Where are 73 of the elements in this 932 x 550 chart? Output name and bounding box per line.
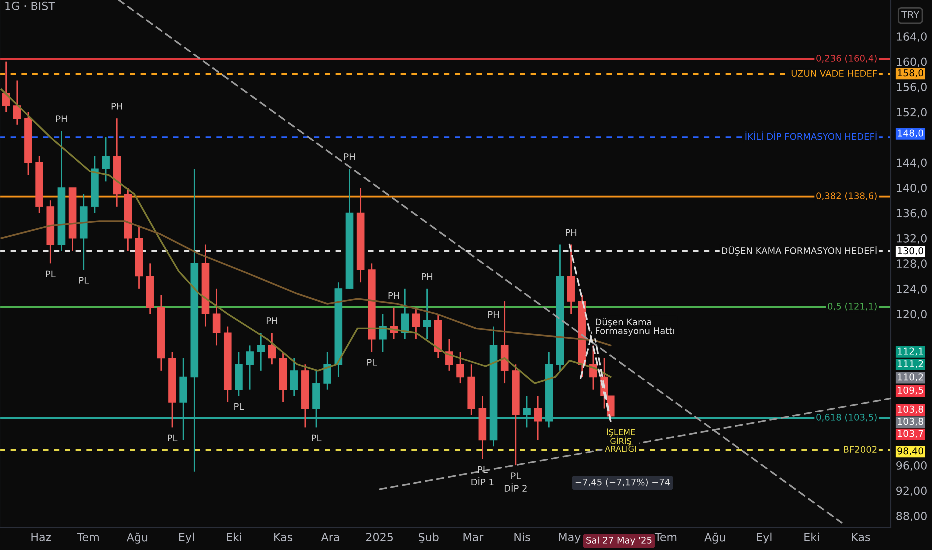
x-tick-label: Tem xyxy=(654,533,677,542)
x-tick-label: Ağu xyxy=(704,532,726,544)
x-tick-label: Ağu xyxy=(126,532,148,544)
text: 158,0 xyxy=(898,70,924,78)
x-tick-label: Haz xyxy=(32,533,52,542)
annotation: PL xyxy=(368,359,378,366)
ref-line-label: BF2002 xyxy=(844,446,877,454)
y-tick-label: 140,0 xyxy=(897,184,927,194)
y-tick-label: 92,00 xyxy=(896,486,927,496)
annotation: PL xyxy=(80,277,90,284)
text: 111,2 xyxy=(898,360,924,369)
annotation: PL xyxy=(168,434,178,442)
y-tick-label: 160,0 xyxy=(897,58,927,68)
annotation: DİP 2 xyxy=(504,484,527,492)
ref-line-label: UZUN VADE HEDEF xyxy=(792,70,878,78)
ref-line-label: DÜŞEN KAMA FORMASYON HEDEFİ xyxy=(722,246,877,256)
x-tick-label: Kas xyxy=(274,533,293,542)
text: TRY xyxy=(902,11,920,19)
y-tick-label: 88,00 xyxy=(896,512,927,522)
annotation: PH xyxy=(566,229,577,236)
x-tick-label: Nis xyxy=(514,532,530,542)
y-tick-label: 136,0 xyxy=(897,209,927,219)
annotation: PL xyxy=(46,270,56,278)
annotation: İŞLEME GİRİŞ ARALIĞI xyxy=(605,428,636,452)
x-tick-label: Eki xyxy=(227,532,242,542)
y-tick-label: 96,00 xyxy=(896,462,927,472)
x-tick-label: Mar xyxy=(464,533,484,542)
text: 130,0 xyxy=(898,247,924,256)
text: 110,2 xyxy=(898,374,924,382)
annotation: PH xyxy=(344,154,355,160)
annotation: PH xyxy=(488,311,499,318)
ref-line-label: İKİLİ DİP FORMASYON HEDEFİ xyxy=(746,132,877,140)
text: 109,5 xyxy=(898,386,924,395)
annotation: PH xyxy=(266,318,278,324)
text: 103,8 xyxy=(898,418,924,426)
x-tick-label: Tem xyxy=(77,533,99,542)
x-tick-label: Şub xyxy=(419,532,439,544)
y-tick-label: 120,0 xyxy=(897,310,927,320)
annotation: PL xyxy=(234,403,244,410)
annotation: Düşen Kama Formasyonu Hattı xyxy=(596,318,674,336)
annotation: PH xyxy=(112,103,122,110)
ref-line-label: 0,5 (121,1) xyxy=(828,302,877,311)
x-tick-label: 2025 xyxy=(366,533,393,542)
x-tick-label: Eyl xyxy=(179,532,194,544)
text: 98,40 xyxy=(898,448,924,456)
y-tick-label: 164,0 xyxy=(897,32,927,42)
text: 103,7 xyxy=(898,430,924,438)
x-tick-label: Kas xyxy=(852,533,870,542)
annotation: PL xyxy=(312,434,322,442)
ref-line-label: 0,618 (103,5) xyxy=(816,414,877,422)
annotation: PH xyxy=(56,116,67,122)
x-tick-label: Eki xyxy=(804,532,820,542)
text: 103,8 xyxy=(898,406,924,414)
y-tick-label: 156,0 xyxy=(897,83,927,93)
annotation: −7,45 (−7,17%) −74 xyxy=(576,478,670,487)
ref-line-label: 0,236 (160,4) xyxy=(816,54,877,63)
annotation: PH xyxy=(388,292,400,300)
y-tick-label: 124,0 xyxy=(897,284,927,294)
chart-title: 1G · BIST xyxy=(6,2,56,10)
x-tick-label: Eyl xyxy=(757,532,772,544)
y-tick-label: 144,0 xyxy=(897,158,927,168)
text: Sal 27 May '25 xyxy=(586,536,652,546)
x-tick-label: Ara xyxy=(321,533,340,542)
y-tick-label: 152,0 xyxy=(897,108,927,118)
y-tick-label: 132,0 xyxy=(897,234,927,244)
x-tick-label: May xyxy=(559,533,581,544)
annotation: PH xyxy=(422,274,433,280)
y-tick-label: 128,0 xyxy=(897,260,927,270)
annotation: PL xyxy=(512,472,522,480)
ref-line-label: 0,382 (138,6) xyxy=(816,192,877,200)
text: 148,0 xyxy=(898,130,924,138)
annotation: DİP 1 xyxy=(472,477,494,486)
text: 112,1 xyxy=(898,348,924,356)
